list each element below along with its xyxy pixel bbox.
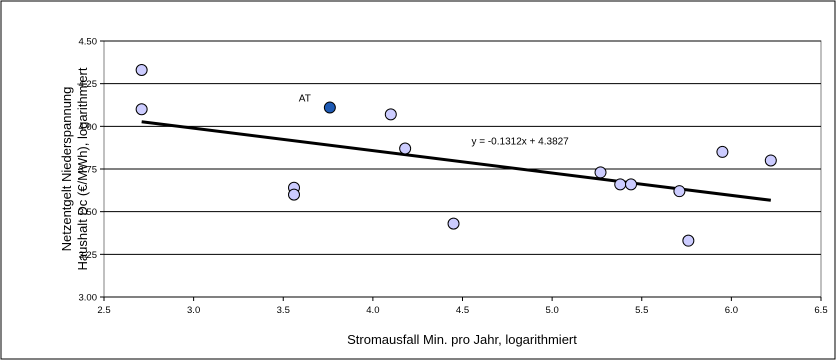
data-point bbox=[136, 104, 147, 115]
data-point bbox=[717, 146, 728, 157]
x-tick-label: 6.5 bbox=[814, 305, 827, 316]
data-point bbox=[683, 235, 694, 246]
data-point bbox=[625, 179, 636, 190]
y-tick-label: 4.50 bbox=[79, 37, 98, 48]
x-tick-label: 4.0 bbox=[366, 305, 379, 316]
data-point bbox=[595, 167, 606, 178]
y-axis-label-line1: Netzentgelt Niederspannung bbox=[59, 87, 74, 252]
highlight-label: AT bbox=[299, 94, 311, 105]
highlight-point bbox=[324, 102, 335, 113]
data-point bbox=[289, 189, 300, 200]
x-tick-label: 4.5 bbox=[456, 305, 469, 316]
data-point bbox=[674, 186, 685, 197]
x-tick-label: 6.0 bbox=[725, 305, 738, 316]
x-tick-label: 3.0 bbox=[187, 305, 200, 316]
x-tick-label: 5.0 bbox=[546, 305, 559, 316]
data-point bbox=[765, 155, 776, 166]
data-point bbox=[615, 179, 626, 190]
x-tick-label: 2.5 bbox=[97, 305, 110, 316]
x-axis-label: Stromausfall Min. pro Jahr, logarithmier… bbox=[347, 332, 577, 347]
data-point bbox=[400, 143, 411, 154]
data-point bbox=[385, 109, 396, 120]
x-tick-label: 3.5 bbox=[277, 305, 290, 316]
x-tick-label: 5.5 bbox=[635, 305, 648, 316]
y-tick-label: 3.00 bbox=[79, 293, 98, 304]
trendline-equation: y = -0.1312x + 4.3827 bbox=[471, 136, 569, 147]
data-point bbox=[448, 218, 459, 229]
data-point bbox=[136, 65, 147, 76]
y-axis-label-line2: Haushalt Dc (€/MWh), logarithmiert bbox=[75, 67, 90, 270]
